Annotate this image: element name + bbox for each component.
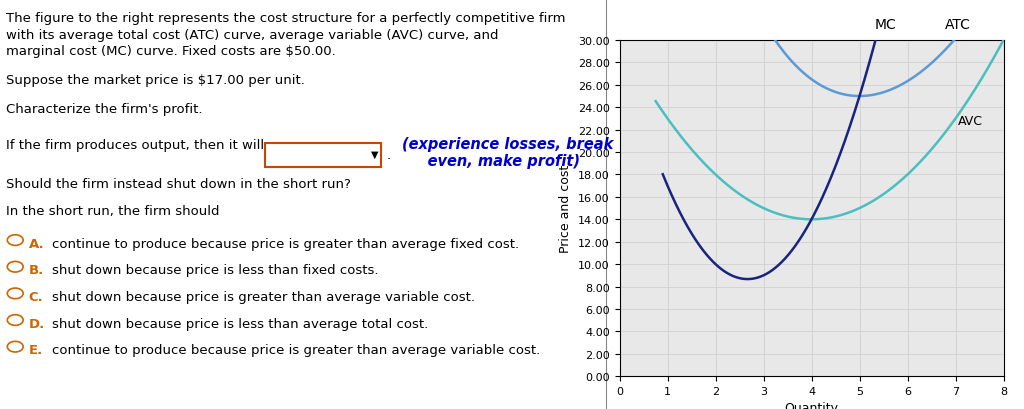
Text: E.: E.: [29, 344, 43, 357]
Text: (experience losses, break: (experience losses, break: [402, 137, 613, 152]
Text: even, make profit): even, make profit): [402, 153, 581, 169]
Text: with its average total cost (ATC) curve, average variable (AVC) curve, and: with its average total cost (ATC) curve,…: [6, 29, 499, 42]
Text: Should the firm instead shut down in the short run?: Should the firm instead shut down in the…: [6, 178, 351, 191]
Text: continue to produce because price is greater than average variable cost.: continue to produce because price is gre…: [52, 344, 540, 357]
Y-axis label: Price and cost: Price and cost: [559, 164, 572, 253]
Text: MC: MC: [874, 18, 897, 32]
Text: ▼: ▼: [371, 149, 379, 159]
Text: marginal cost (MC) curve. Fixed costs are $50.00.: marginal cost (MC) curve. Fixed costs ar…: [6, 45, 336, 58]
Text: Characterize the firm's profit.: Characterize the firm's profit.: [6, 102, 203, 115]
Text: shut down because price is less than average total cost.: shut down because price is less than ave…: [52, 317, 428, 330]
Text: continue to produce because price is greater than average fixed cost.: continue to produce because price is gre…: [52, 237, 519, 250]
Text: shut down because price is less than fixed costs.: shut down because price is less than fix…: [52, 264, 378, 277]
Text: In the short run, the firm should: In the short run, the firm should: [6, 204, 219, 218]
Text: .: .: [387, 149, 391, 162]
Text: shut down because price is greater than average variable cost.: shut down because price is greater than …: [52, 290, 475, 303]
Text: If the firm produces output, then it will: If the firm produces output, then it wil…: [6, 139, 264, 152]
X-axis label: Quantity: Quantity: [784, 402, 839, 409]
Text: B.: B.: [29, 264, 44, 277]
Text: D.: D.: [29, 317, 45, 330]
FancyBboxPatch shape: [265, 144, 381, 168]
Text: Suppose the market price is $17.00 per unit.: Suppose the market price is $17.00 per u…: [6, 74, 305, 87]
Text: AVC: AVC: [957, 115, 983, 128]
Text: C.: C.: [29, 290, 43, 303]
Text: ATC: ATC: [944, 18, 971, 32]
Text: A.: A.: [29, 237, 44, 250]
Text: The figure to the right represents the cost structure for a perfectly competitiv: The figure to the right represents the c…: [6, 12, 565, 25]
